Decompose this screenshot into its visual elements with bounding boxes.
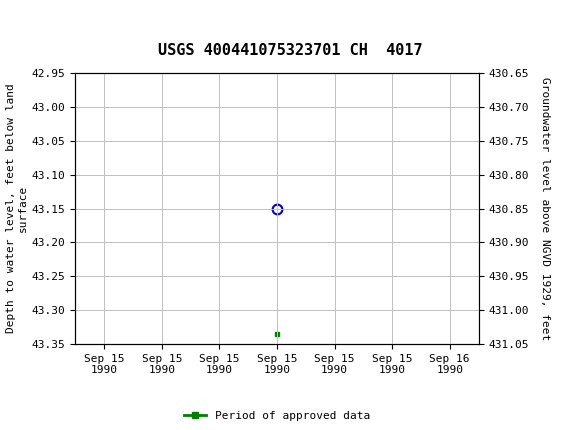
Text: ≋: ≋ <box>3 9 24 32</box>
Text: USGS 400441075323701 CH  4017: USGS 400441075323701 CH 4017 <box>158 43 422 58</box>
Text: USGS: USGS <box>44 12 99 29</box>
Bar <box>6 21 24 37</box>
Legend: Period of approved data: Period of approved data <box>179 406 375 425</box>
Y-axis label: Groundwater level above NGVD 1929, feet: Groundwater level above NGVD 1929, feet <box>540 77 550 340</box>
Y-axis label: Depth to water level, feet below land
surface: Depth to water level, feet below land su… <box>6 84 28 333</box>
Bar <box>24 5 44 20</box>
